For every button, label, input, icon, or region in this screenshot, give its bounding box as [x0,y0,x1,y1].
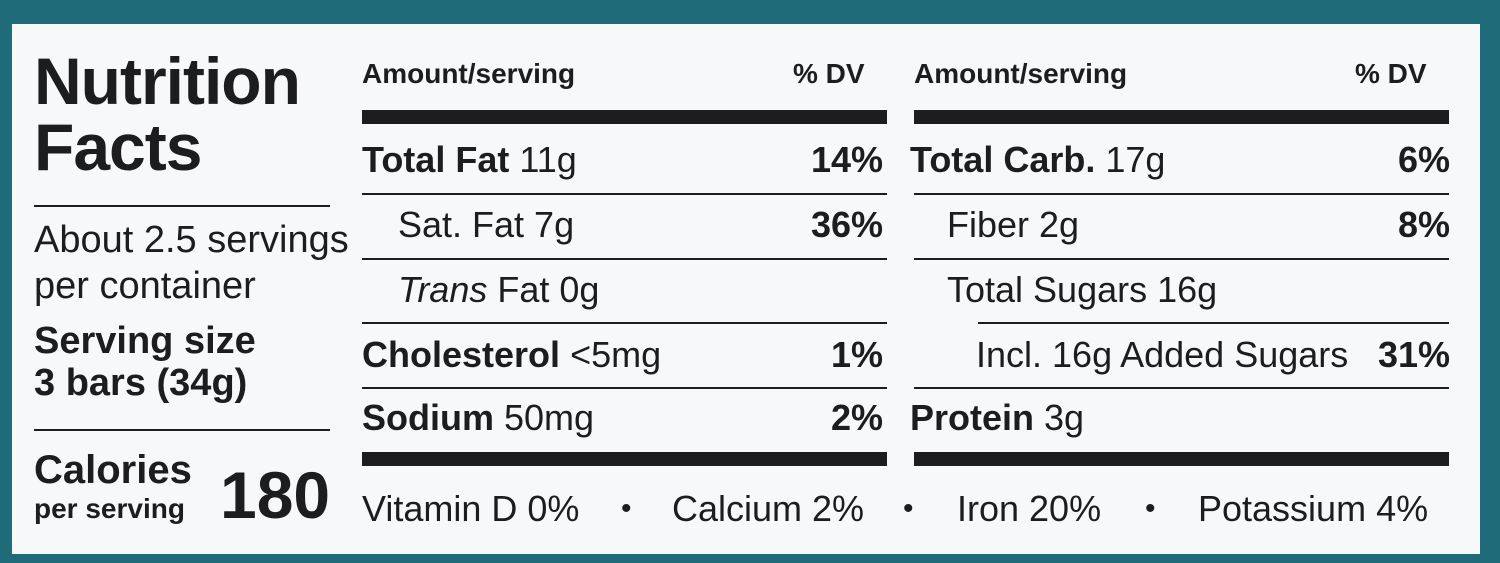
title-line-2: Facts [34,110,202,184]
nutrition-label: Nutrition Facts About 2.5 servings per c… [12,24,1480,554]
protein-label: Protein [910,397,1035,438]
right-row-divider [914,387,1449,389]
iron: Iron 20% [957,488,1102,529]
left-row-divider [362,193,887,195]
cholesterol-label: Cholesterol [362,334,561,375]
sat-fat-dv: 36% [810,204,883,245]
right-row-divider-indented [978,322,1449,324]
right-header-dv: % DV [1355,58,1427,89]
separator-dot: • [1145,492,1156,525]
calories-sub-label: per serving [34,493,185,524]
total-carb-dv: 6% [1397,139,1450,180]
left-header-rule [362,110,887,124]
sodium-dv: 2% [830,397,883,438]
trans-fat-italic: Trans [398,269,488,310]
left-row-sodium: Sodium 50mg [362,398,594,438]
servings-line-2: per container [34,265,256,307]
right-header-amount: Amount/serving [914,58,1128,89]
left-header-dv: % DV [793,58,865,89]
title-divider [34,205,330,207]
title-line-1: Nutrition [34,44,301,118]
servings-per-container: About 2.5 servings per container [34,217,349,309]
left-row-divider [362,258,887,260]
protein-amount: 3g [1044,397,1085,438]
left-footer-rule [362,452,887,466]
total-carb-amount: 17g [1105,139,1166,180]
left-header-amount: Amount/serving [362,58,576,89]
vitamin-d: Vitamin D 0% [362,488,580,529]
trans-fat-label: Trans Fat 0g [398,270,599,310]
potassium: Potassium 4% [1198,488,1429,529]
left-row-divider [362,387,887,389]
sat-fat-label: Sat. Fat 7g [398,204,575,245]
added-sugars-label: Incl. 16g Added Sugars [976,334,1349,375]
total-fat-amount: 11g [519,139,577,180]
nutrition-facts-title: Nutrition Facts [34,44,301,184]
calories-value: 180 [220,458,331,532]
serving-divider [34,429,330,431]
left-row-total-fat: Total Fat 11g [362,140,577,180]
servings-line-1: About 2.5 servings [34,219,349,261]
total-carb-label: Total Carb. [910,139,1096,180]
total-fat-label: Total Fat [362,139,510,180]
fiber-dv: 8% [1397,204,1450,245]
fiber-label: Fiber 2g [947,204,1080,245]
left-row-cholesterol: Cholesterol <5mg [362,335,661,375]
sodium-label: Sodium [362,397,494,438]
right-row-divider [914,258,1449,260]
total-sugars-label: Total Sugars 16g [947,269,1218,310]
serving-size-value: 3 bars (34g) [34,362,248,404]
separator-dot: • [621,492,632,525]
right-footer-rule [914,452,1449,466]
right-row-protein: Protein 3g [910,398,1084,438]
trans-fat-rest: Fat 0g [497,269,600,310]
cholesterol-amount: <5mg [570,334,662,375]
right-header-rule [914,110,1449,124]
right-row-total-carb: Total Carb. 17g [910,140,1165,180]
total-fat-dv: 14% [810,139,883,180]
calories-label: Calories [34,448,192,492]
left-row-divider [362,322,887,324]
separator-dot: • [903,492,914,525]
sodium-amount: 50mg [504,397,595,438]
right-row-divider [914,193,1449,195]
serving-size-label: Serving size [34,320,256,362]
added-sugars-dv: 31% [1377,334,1450,375]
cholesterol-dv: 1% [830,334,883,375]
calcium: Calcium 2% [672,488,865,529]
serving-size: Serving size 3 bars (34g) [34,320,256,404]
